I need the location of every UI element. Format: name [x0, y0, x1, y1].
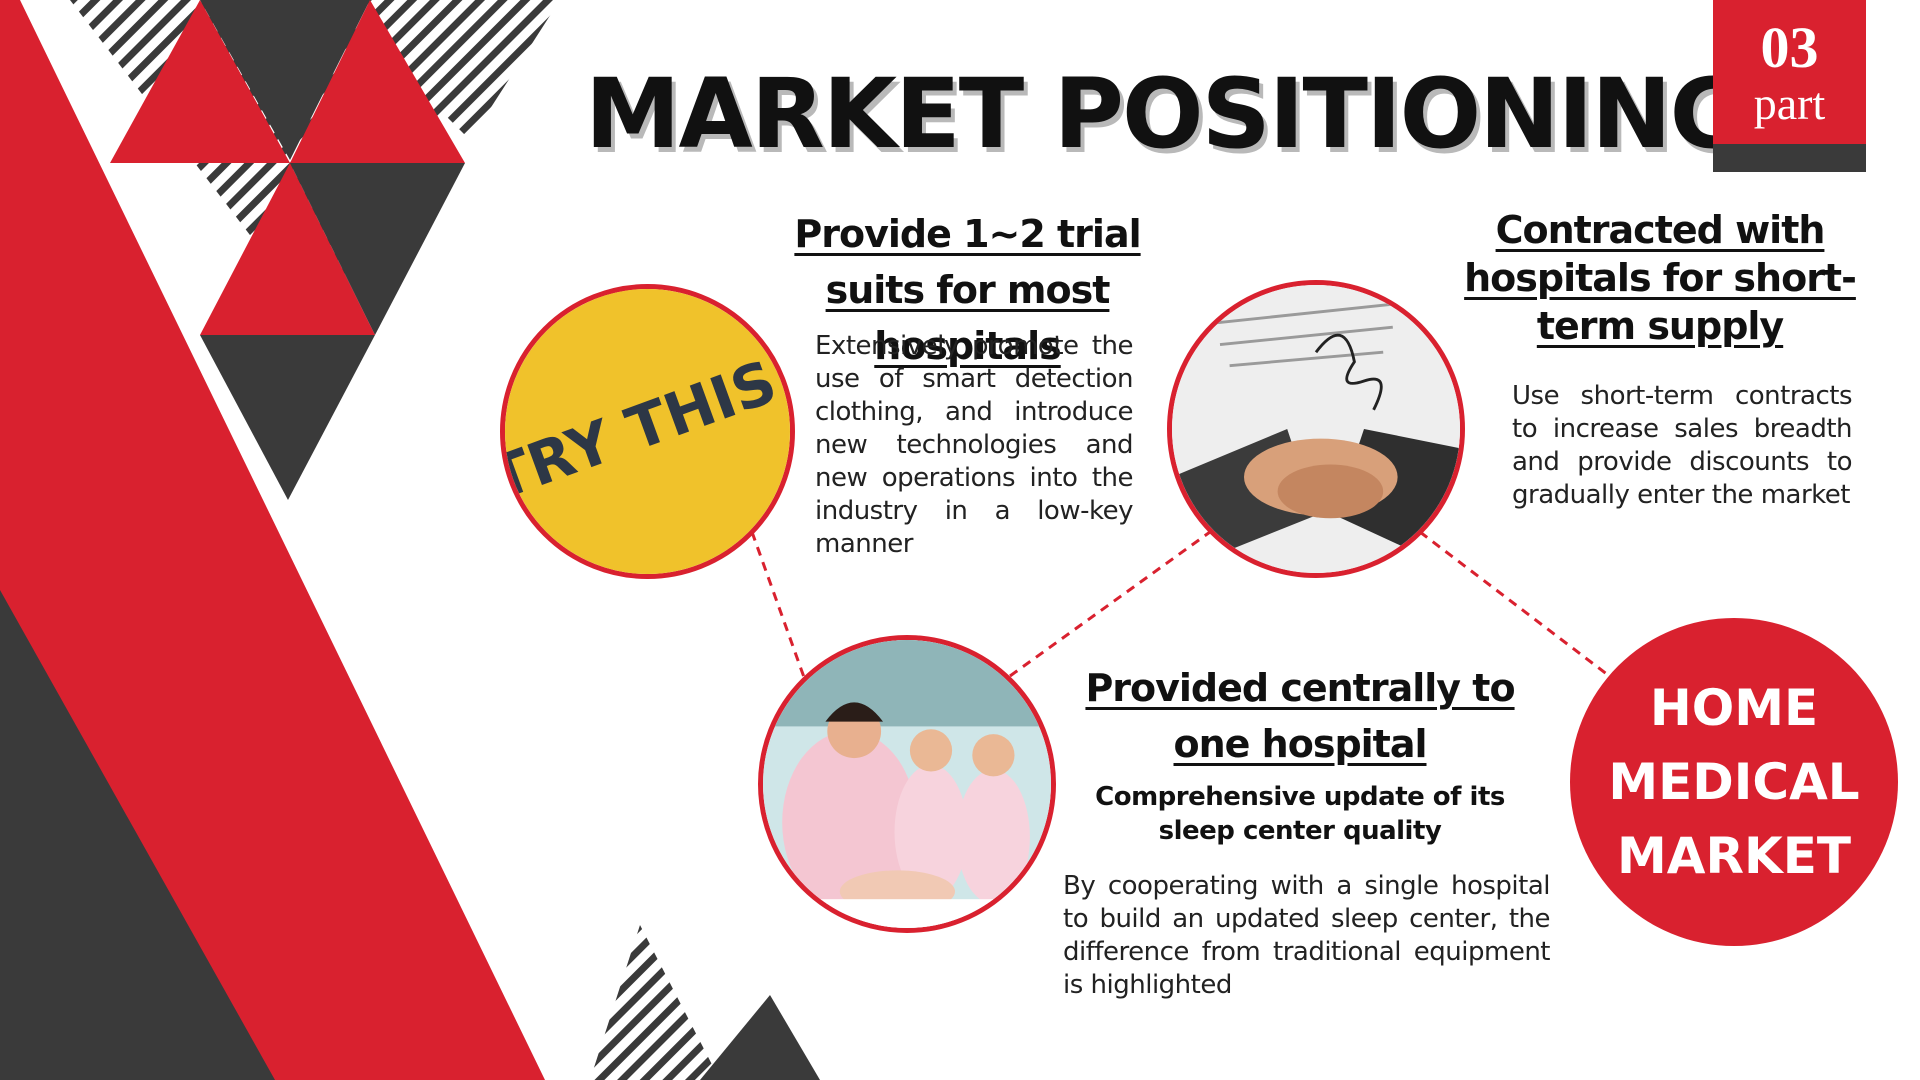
dark-triangle-top	[200, 0, 370, 160]
home-medical-market-label: HOME MEDICAL MARKET	[1608, 679, 1860, 885]
contract-body: Use short-term contracts to increase sal…	[1512, 381, 1853, 510]
central-body: By cooperating with a single hospital to…	[1063, 871, 1551, 1000]
connector-contract-home	[1419, 530, 1609, 677]
trial-body: Extensively promote the use of smart det…	[815, 331, 1134, 559]
handshake-image	[1167, 280, 1465, 578]
striped-triangle-bottom	[590, 925, 720, 1080]
home-medical-market-circle: HOME MEDICAL MARKET	[1570, 618, 1898, 946]
dark-triangle-bottom-left	[0, 590, 275, 1080]
dark-triangle-bottom	[700, 995, 820, 1080]
page-title: MARKET POSITIONING	[585, 58, 1748, 170]
section-badge-bar	[1713, 144, 1866, 172]
try-this-image: TRY THIS!	[500, 284, 795, 579]
section-number: 03	[1760, 15, 1819, 80]
red-triangle-2	[290, 0, 465, 163]
dark-triangle-low	[200, 335, 375, 500]
dark-triangle-mid	[290, 163, 465, 335]
red-triangle-1	[110, 0, 290, 163]
connector-trial-central	[750, 531, 807, 681]
central-subheading: Comprehensive update of its sleep center…	[1095, 782, 1505, 846]
central-heading: Provided centrally to one hospital	[1085, 666, 1515, 766]
red-triangle-3	[200, 163, 375, 335]
section-badge: 03 part	[1713, 0, 1866, 172]
nurses-image	[758, 635, 1056, 933]
striped-band-right	[400, 0, 560, 140]
trial-heading: Provide 1~2 trial suits for most hospita…	[794, 212, 1141, 368]
contract-heading: Contracted with hospitals for short-term…	[1464, 208, 1857, 348]
section-word: part	[1753, 78, 1826, 129]
red-band	[0, 0, 545, 1080]
